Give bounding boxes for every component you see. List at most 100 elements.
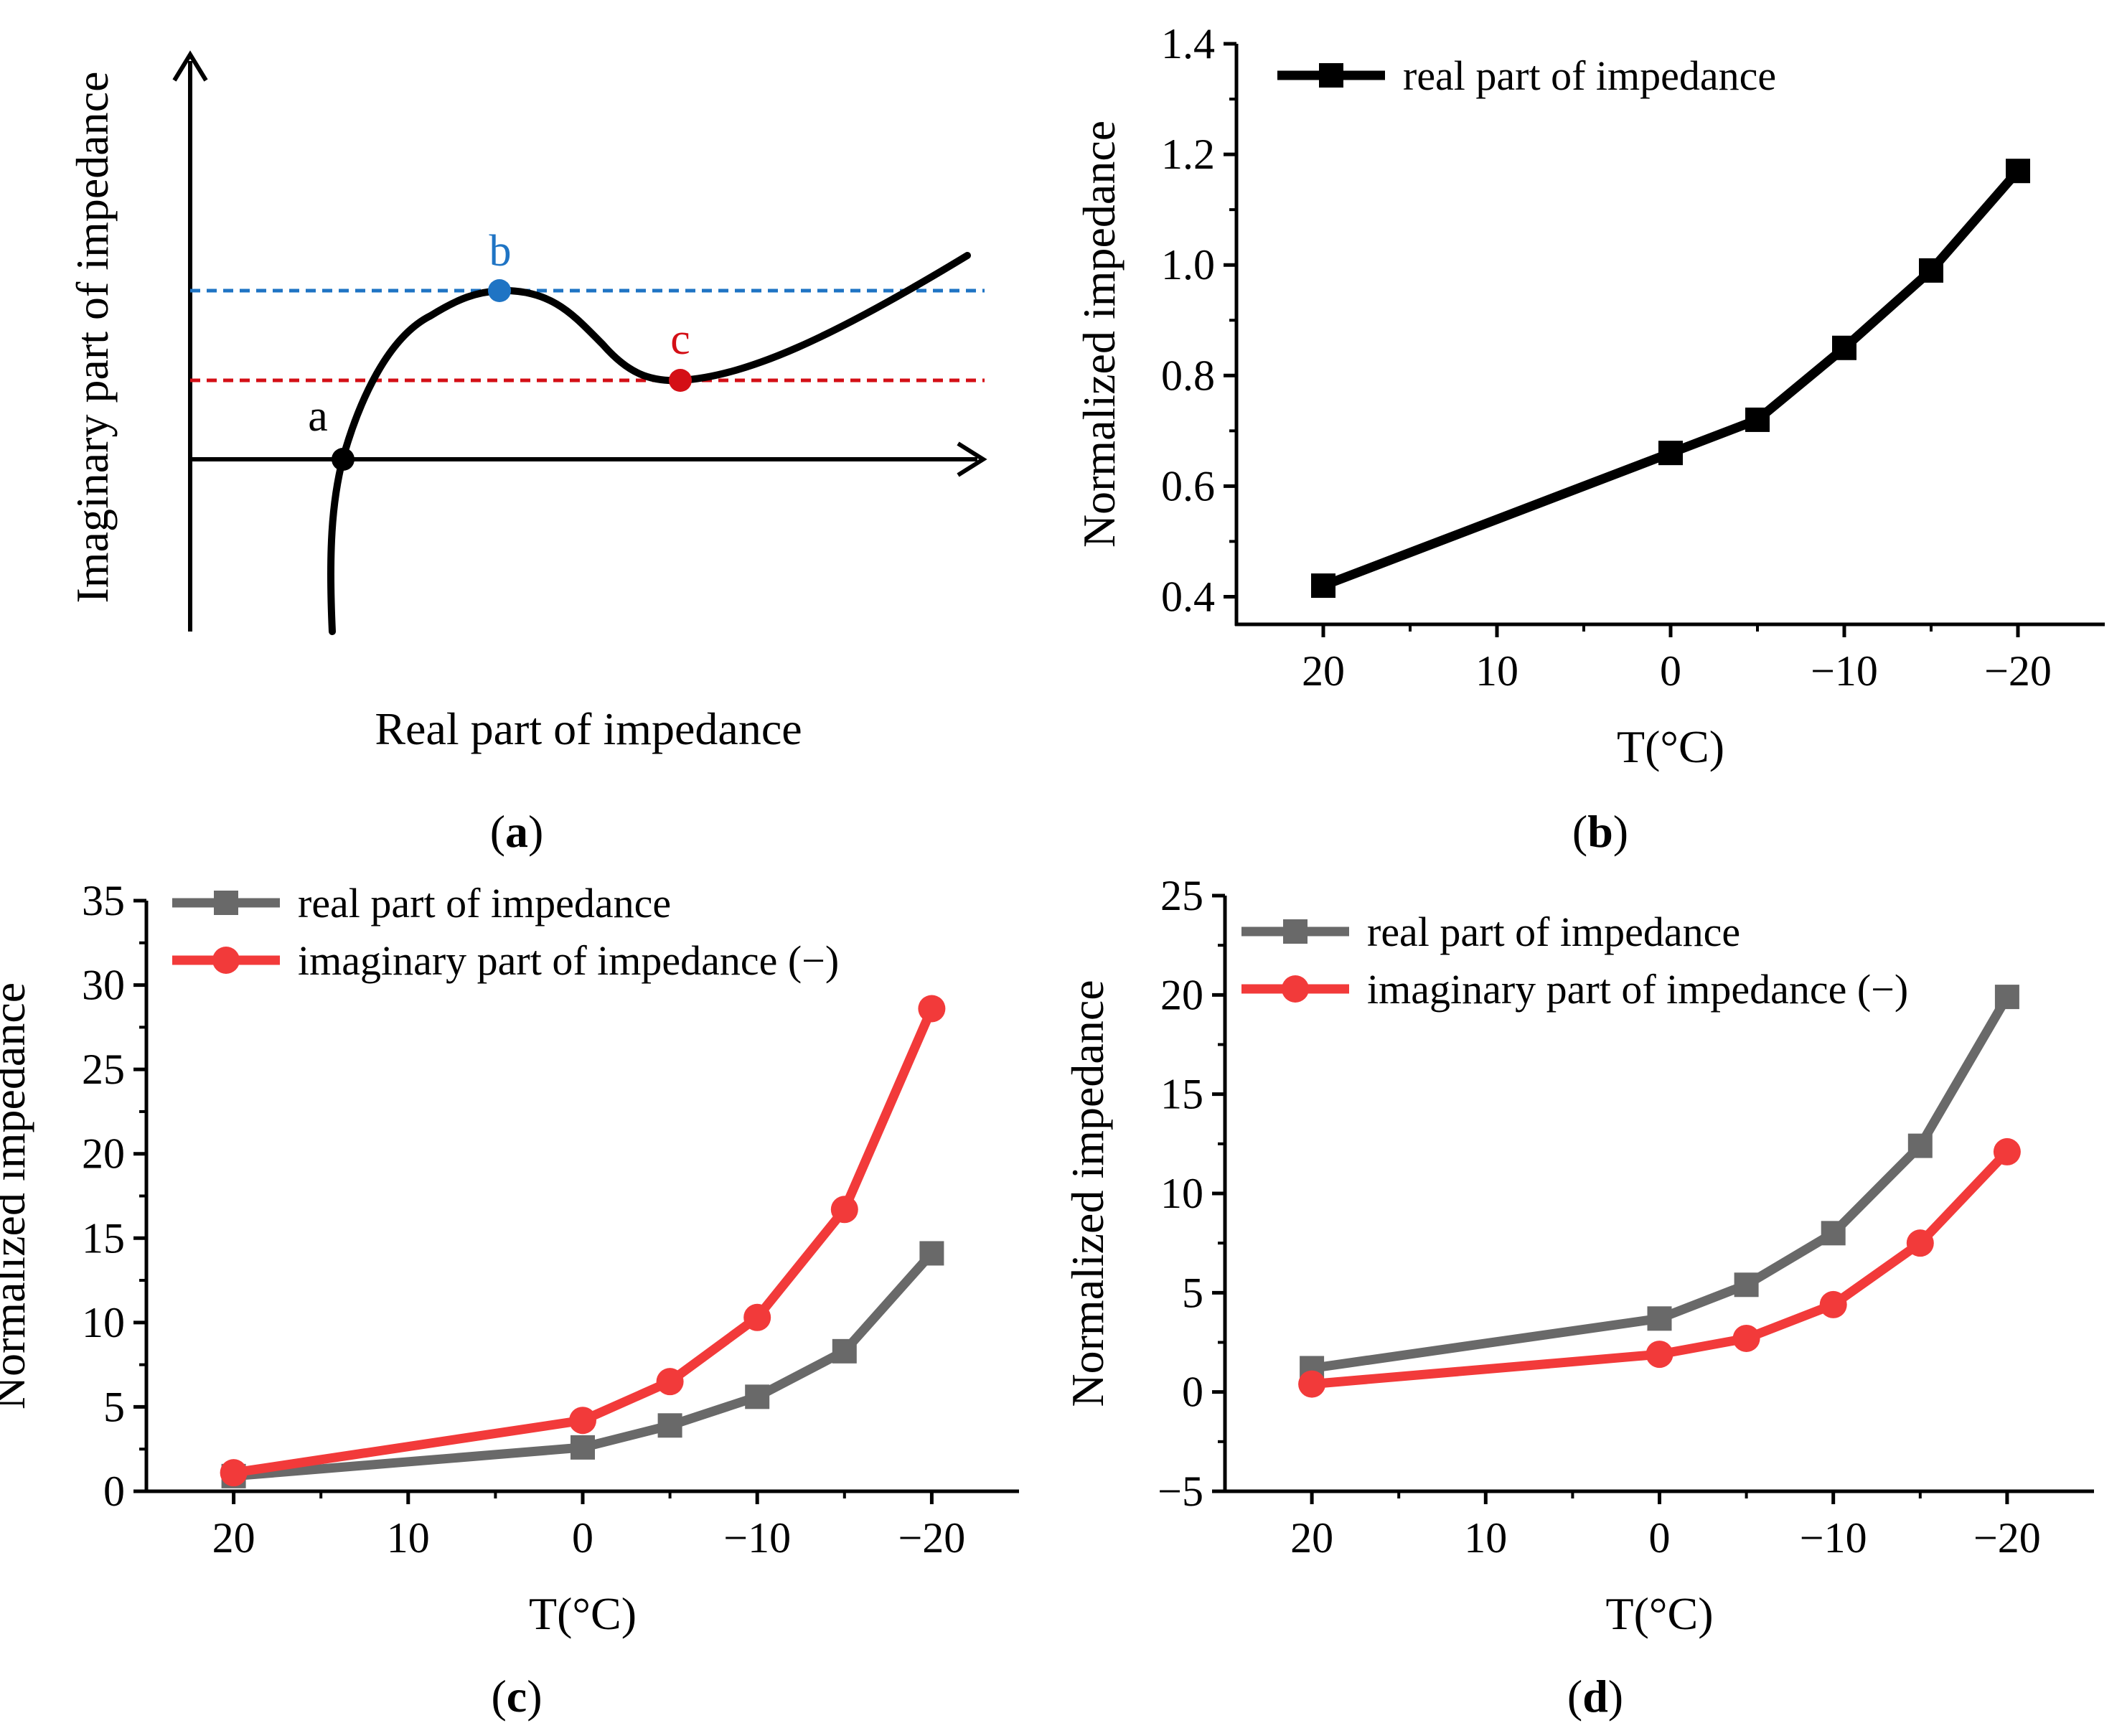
point-b xyxy=(488,279,511,302)
panel-label-close: ) xyxy=(1608,1671,1623,1722)
panel-d: 20 10 0 −10 −20 −5 0 5 10 15 20 25 T(°C) Normalized i… xyxy=(1062,872,2094,1639)
x-axis-title: T(°C) xyxy=(1617,721,1724,772)
data-point-circle xyxy=(569,1407,596,1435)
data-point-circle xyxy=(830,1196,858,1224)
panel-label-letter: d xyxy=(1582,1671,1608,1722)
legend-marker-circle xyxy=(212,947,240,974)
panel-label-letter: b xyxy=(1587,806,1613,857)
x-tick-label: 20 xyxy=(212,1514,255,1562)
data-point-square xyxy=(919,1241,944,1266)
series-line-imaginary xyxy=(233,1006,936,1478)
x-tick-label: −20 xyxy=(898,1514,965,1562)
x-axis-title: Real part of impedance xyxy=(375,703,802,754)
x-tick-label: −20 xyxy=(1984,647,2052,695)
legend-label: imaginary part of impedance (−) xyxy=(1367,966,1908,1013)
data-point-circle xyxy=(1732,1324,1760,1352)
panel-label-text: (a) xyxy=(490,806,544,857)
panel-label-text: (d) xyxy=(1567,1671,1623,1722)
y-tick-label: 35 xyxy=(82,877,125,924)
legend-label: imaginary part of impedance (−) xyxy=(298,937,839,984)
data-point-square xyxy=(571,1435,595,1460)
x-axis-title: T(°C) xyxy=(1606,1588,1714,1639)
data-point-square xyxy=(1745,407,1770,432)
y-tick-label: 1.4 xyxy=(1161,20,1215,67)
data-point-circle xyxy=(1646,1341,1673,1369)
y-tick-label: 1.2 xyxy=(1161,131,1215,178)
panel-label-text: (c) xyxy=(491,1671,542,1722)
panel-label-open: ( xyxy=(491,1671,506,1722)
panel-label-close: ) xyxy=(528,806,543,857)
y-tick-label: 0.4 xyxy=(1161,573,1215,620)
y-tick-label: 0 xyxy=(103,1468,125,1515)
y-tick-label: 15 xyxy=(1160,1071,1203,1118)
panel-label-text: (b) xyxy=(1572,806,1628,857)
y-tick-label: 20 xyxy=(1160,971,1203,1018)
y-tick-label: 15 xyxy=(82,1214,125,1262)
data-point-square xyxy=(1311,573,1335,599)
y-axis-title: Normalized impedance xyxy=(0,982,34,1409)
panel-label-b: (b) xyxy=(1572,806,1628,857)
legend-marker-square xyxy=(1283,919,1308,944)
data-point-circle xyxy=(1993,1137,2021,1165)
x-tick-label: 10 xyxy=(1464,1514,1507,1562)
y-axis-title: Normalized impedance xyxy=(1062,980,1113,1407)
data-point-circle xyxy=(220,1459,248,1487)
y-tick-label: 30 xyxy=(82,962,125,1009)
data-point-square xyxy=(1919,258,1943,283)
data-point-circle xyxy=(743,1303,771,1331)
legend-label: real part of impedance xyxy=(1403,52,1776,99)
data-point-square xyxy=(1658,441,1683,466)
y-tick-label: 10 xyxy=(82,1299,125,1346)
x-tick-label: −10 xyxy=(1811,647,1878,695)
legend-label: real part of impedance xyxy=(1367,909,1740,955)
panel-label-close: ) xyxy=(1613,806,1628,857)
point-label-b: b xyxy=(489,227,512,276)
x-tick-label: −20 xyxy=(1973,1514,2041,1562)
series-line-imaginary xyxy=(1311,1148,2011,1389)
y-tick-label: 0.6 xyxy=(1161,462,1215,510)
series-line-real xyxy=(1321,167,2022,591)
x-tick-label: −10 xyxy=(723,1514,791,1562)
panel-c: 20 10 0 −10 −20 0 5 10 15 20 25 30 35 T(°C) Normalized… xyxy=(0,877,1019,1639)
panel-label-open: ( xyxy=(1567,1671,1582,1722)
data-point-square xyxy=(657,1413,682,1438)
y-tick-label: 5 xyxy=(1182,1269,1203,1316)
data-point-circle xyxy=(918,995,946,1023)
data-point-circle xyxy=(1906,1229,1934,1257)
panel-b: 20 10 0 −10 −20 0.4 0.6 0.8 1.0 1.2 1.4 T(°C) Normal… xyxy=(1074,20,2105,772)
point-label-c: c xyxy=(670,315,690,364)
legend-marker-square xyxy=(214,891,238,915)
legend-marker-square xyxy=(1319,63,1343,88)
legend-marker-circle xyxy=(1282,975,1309,1003)
y-tick-label: 5 xyxy=(103,1383,125,1430)
data-point-circle xyxy=(1819,1290,1847,1318)
y-axis-title: Imaginary part of impedance xyxy=(67,72,118,604)
data-point-square xyxy=(1734,1272,1759,1298)
x-tick-label: 20 xyxy=(1290,1514,1333,1562)
y-tick-label: 10 xyxy=(1160,1170,1203,1217)
x-tick-label: 10 xyxy=(1475,647,1518,695)
panel-a: a b c Real part of impedance Imaginary part … xyxy=(67,50,987,754)
data-point-square xyxy=(1994,985,2019,1010)
panel-label-letter: a xyxy=(505,806,528,857)
panel-label-open: ( xyxy=(490,806,505,857)
y-tick-label: 20 xyxy=(82,1130,125,1178)
panel-label-close: ) xyxy=(527,1671,542,1722)
point-label-a: a xyxy=(308,392,328,441)
data-point-square xyxy=(1647,1306,1672,1331)
legend-label: real part of impedance xyxy=(298,880,671,926)
x-tick-label: −10 xyxy=(1800,1514,1867,1562)
data-point-square xyxy=(2006,159,2030,184)
impedance-curve xyxy=(327,252,971,635)
x-tick-label: 0 xyxy=(1660,647,1681,695)
x-tick-label: 20 xyxy=(1302,647,1345,695)
panel-label-c: (c) xyxy=(491,1671,542,1722)
y-tick-label: −5 xyxy=(1158,1468,1203,1515)
y-tick-label: 25 xyxy=(1160,872,1203,919)
data-point-square xyxy=(745,1384,770,1409)
series-line-real xyxy=(233,1250,936,1481)
y-axis-arrowhead xyxy=(172,50,208,82)
panel-label-open: ( xyxy=(1572,806,1587,857)
panel-label-a: (a) xyxy=(490,806,544,857)
x-axis-arrowhead xyxy=(957,441,987,477)
